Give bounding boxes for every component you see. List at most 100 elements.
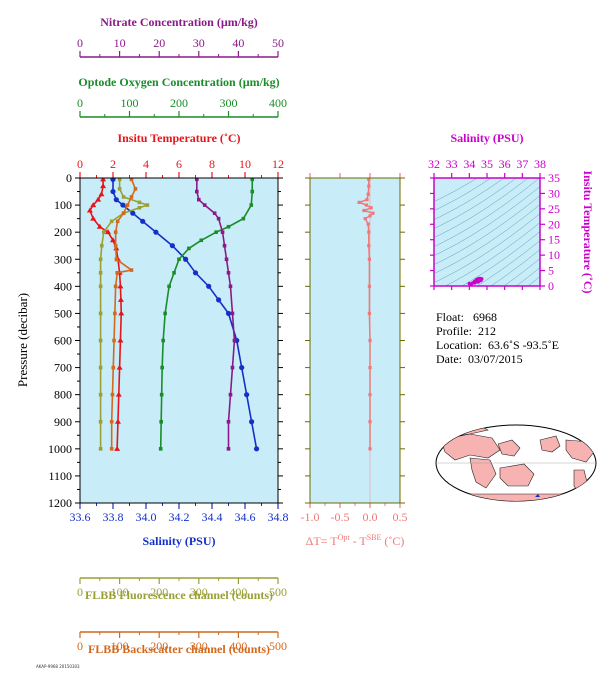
backscatter-tick-label: 300 [190,639,208,653]
backscatter-point [111,365,116,370]
nitrate-point [226,270,231,275]
oxygen-axis-label: Optode Oxygen Concentration (µm/kg) [78,75,279,89]
y-tick-label: 900 [54,415,72,429]
delta-x-tick-label: -1.0 [301,510,320,524]
nitrate-point [222,243,227,248]
backscatter-point [115,219,120,224]
y-tick-label: 700 [54,361,72,375]
fluorescence-tick-label: 0 [77,585,83,599]
backscatter-point [121,211,126,216]
delta-plot-area [310,178,400,503]
main-plot-area [80,178,278,503]
profile-row: Profile: 212 [436,324,559,338]
backscatter-point [114,257,119,262]
temperature-point [90,215,97,221]
oxygen-tick-label: 300 [220,96,238,110]
nitrate-tick-label: 20 [153,36,165,50]
y-tick-label: 300 [54,252,72,266]
oxygen-axis: 0 100 200 300 400 Optode Oxygen Concentration… [77,75,287,118]
nitrate-point [195,178,199,182]
float-row: Float: 6968 [436,310,559,324]
density-contour [434,204,540,274]
ts-y-axis-label: Insitu Temperature (˚C) [581,170,595,293]
delta-t-point [367,230,371,234]
salinity-point [225,310,232,317]
density-contour [476,240,540,286]
salinity-point [216,297,222,303]
salinity-point [130,210,136,216]
temperature-point [110,237,116,243]
density-contour [434,178,505,220]
fluorescence-point [99,243,104,248]
ts-y-tick-label: 5 [548,264,554,278]
delta-t-point [367,184,371,188]
ts-y-tick-label: 30 [548,186,560,200]
backscatter-point [129,195,134,199]
nitrate-point [226,419,231,424]
delta-t-point [367,257,371,261]
salinity-axis: 33.6 33.8 34.0 34.2 34.4 34.6 34.8 Salinity (PS… [70,503,289,548]
delta-x-axis-label: ΔT= TOpt - TSBE (˚C) [306,533,405,548]
fluorescence-point [117,178,122,182]
oxygen-tick-label: 400 [269,96,287,110]
salinity-point [113,197,119,203]
fluorescence-tick-label: 100 [111,585,129,599]
temperature-tick-label: 2 [110,157,116,171]
temperature-point [117,283,124,289]
float-value: 6968 [473,310,498,324]
delta-t-point [357,200,361,204]
ts-plot-frame [433,177,541,287]
footer-id: AKAP-9968 20150303 [36,664,80,669]
delta-t-point [366,222,370,226]
temperature-point [105,229,112,235]
nitrate-tick-label: 0 [77,36,83,50]
temperature-point [95,196,102,202]
delta-series-group [356,178,375,451]
density-contour [434,178,517,229]
nitrate-point [230,311,235,316]
main-series-group [86,178,260,452]
salinity-point [140,218,146,224]
y-tick-label: 1000 [48,442,72,456]
profile-value: 212 [478,324,496,338]
ts-series-group [467,276,484,286]
delta-t-point [369,206,373,210]
temperature-point [90,202,97,208]
fluorescence-point [101,230,106,234]
ts-plot-area [434,178,540,286]
temperature-point [114,445,121,451]
fluorescence-point [137,205,142,210]
oxygen-tick-label: 0 [77,96,83,110]
ts-title: Salinity (PSU) [450,131,523,145]
oxygen-point [177,257,181,262]
nitrate-tick-label: 10 [114,36,126,50]
salinity-point [192,270,199,276]
delta-t-point [367,284,371,288]
fluorescence-point [121,195,126,199]
salinity-point [153,229,159,235]
salinity-tick-label: 34.0 [136,510,157,524]
delta-t-point [371,211,375,215]
temperature-tick-label: 0 [77,157,83,171]
salinity-point [169,243,175,249]
fluorescence-series [98,178,150,451]
backscatter-point [113,230,118,234]
ts-y-tick-label: 10 [548,248,560,262]
location-row: Location: 63.6˚S -93.5˚E [436,338,559,352]
density-contour [434,195,540,265]
nitrate-point [228,284,233,289]
oxygen-point [250,178,255,182]
nitrate-point [228,392,233,397]
delta-plot-frame [309,177,401,504]
backscatter-point [125,203,130,207]
fluorescence-point [137,200,142,205]
salinity-point [110,178,116,182]
salinity-point [183,256,189,262]
delta-t-point [368,214,372,218]
oxygen-point [199,238,204,243]
temperature-axis: 0 2 4 6 8 10 12 Insitu Temperature (˚C) [77,131,284,178]
ts-x-tick-label: 37 [516,157,528,171]
salinity-tick-label: 33.8 [103,510,124,524]
y-tick-label: 800 [54,388,72,402]
